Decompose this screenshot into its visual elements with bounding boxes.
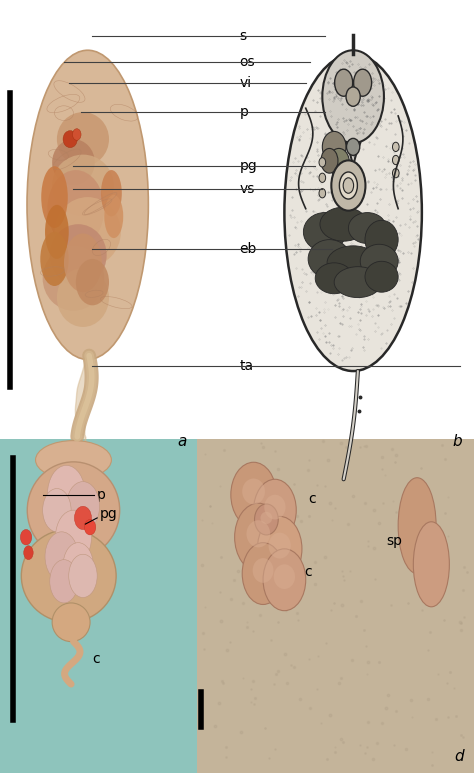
Ellipse shape [354, 69, 372, 96]
Ellipse shape [36, 441, 111, 479]
Ellipse shape [346, 87, 360, 106]
Ellipse shape [63, 543, 93, 589]
Ellipse shape [52, 139, 95, 186]
Ellipse shape [319, 189, 326, 198]
Ellipse shape [321, 148, 338, 173]
Ellipse shape [334, 267, 382, 298]
Ellipse shape [255, 504, 278, 535]
Ellipse shape [52, 603, 90, 642]
Text: c: c [308, 492, 316, 506]
Ellipse shape [322, 131, 346, 162]
Ellipse shape [20, 530, 32, 545]
Ellipse shape [27, 461, 119, 558]
Ellipse shape [57, 268, 109, 327]
Text: d: d [454, 749, 464, 764]
Ellipse shape [63, 131, 77, 148]
Ellipse shape [52, 155, 114, 216]
Text: b: b [453, 434, 462, 449]
Text: ta: ta [239, 359, 254, 373]
Text: a: a [178, 434, 187, 449]
Text: c: c [92, 652, 100, 666]
Text: p: p [97, 488, 106, 502]
Ellipse shape [346, 138, 360, 155]
Ellipse shape [101, 170, 122, 216]
Ellipse shape [327, 246, 379, 280]
Ellipse shape [319, 173, 326, 182]
Ellipse shape [392, 155, 399, 165]
Ellipse shape [392, 169, 399, 178]
Ellipse shape [27, 50, 148, 359]
Ellipse shape [331, 161, 365, 210]
Ellipse shape [231, 462, 276, 527]
Ellipse shape [365, 261, 398, 292]
Ellipse shape [335, 69, 353, 96]
Text: eb: eb [239, 242, 257, 256]
Text: s: s [239, 29, 246, 43]
Bar [197, 439, 474, 773]
Ellipse shape [264, 495, 285, 519]
Ellipse shape [257, 516, 302, 581]
Ellipse shape [21, 530, 116, 622]
Ellipse shape [242, 543, 284, 604]
Text: vs: vs [239, 182, 255, 196]
Ellipse shape [104, 195, 123, 238]
Ellipse shape [43, 489, 71, 532]
Ellipse shape [328, 148, 349, 176]
Ellipse shape [235, 503, 282, 571]
Ellipse shape [303, 213, 346, 251]
Ellipse shape [413, 522, 449, 607]
Text: vi: vi [239, 76, 252, 90]
Ellipse shape [343, 178, 354, 193]
Bar [0, 0, 474, 437]
Ellipse shape [50, 560, 78, 603]
Ellipse shape [43, 246, 104, 311]
Ellipse shape [315, 263, 353, 294]
Ellipse shape [261, 512, 272, 524]
Bar [0, 439, 197, 773]
Ellipse shape [24, 546, 33, 560]
Ellipse shape [253, 558, 273, 583]
Ellipse shape [50, 224, 107, 286]
Ellipse shape [45, 205, 69, 259]
Ellipse shape [398, 478, 436, 574]
Ellipse shape [55, 197, 121, 267]
Ellipse shape [322, 50, 384, 143]
Text: c: c [304, 565, 312, 579]
Ellipse shape [254, 479, 296, 541]
Ellipse shape [284, 54, 422, 371]
Text: p: p [239, 105, 248, 119]
Ellipse shape [41, 166, 68, 228]
Ellipse shape [319, 158, 326, 167]
Ellipse shape [45, 532, 78, 581]
Text: os: os [239, 55, 255, 69]
Ellipse shape [84, 519, 96, 535]
Ellipse shape [64, 233, 102, 292]
Ellipse shape [76, 259, 109, 305]
Ellipse shape [263, 549, 306, 611]
Ellipse shape [74, 506, 91, 530]
Ellipse shape [40, 232, 69, 286]
Ellipse shape [339, 172, 357, 199]
Ellipse shape [360, 244, 398, 278]
Ellipse shape [69, 554, 97, 598]
Ellipse shape [57, 112, 109, 166]
Ellipse shape [273, 564, 295, 589]
Ellipse shape [392, 142, 399, 152]
Ellipse shape [47, 170, 104, 247]
Ellipse shape [47, 465, 85, 524]
Ellipse shape [365, 220, 398, 259]
Ellipse shape [348, 213, 386, 243]
Text: pg: pg [239, 159, 257, 173]
Text: pg: pg [100, 507, 117, 521]
Ellipse shape [242, 478, 265, 505]
Ellipse shape [55, 510, 91, 564]
Text: sp: sp [386, 534, 402, 548]
Ellipse shape [246, 520, 270, 547]
Ellipse shape [73, 128, 81, 141]
Ellipse shape [268, 533, 291, 559]
Ellipse shape [66, 482, 100, 531]
Ellipse shape [320, 207, 367, 241]
Ellipse shape [308, 240, 351, 278]
